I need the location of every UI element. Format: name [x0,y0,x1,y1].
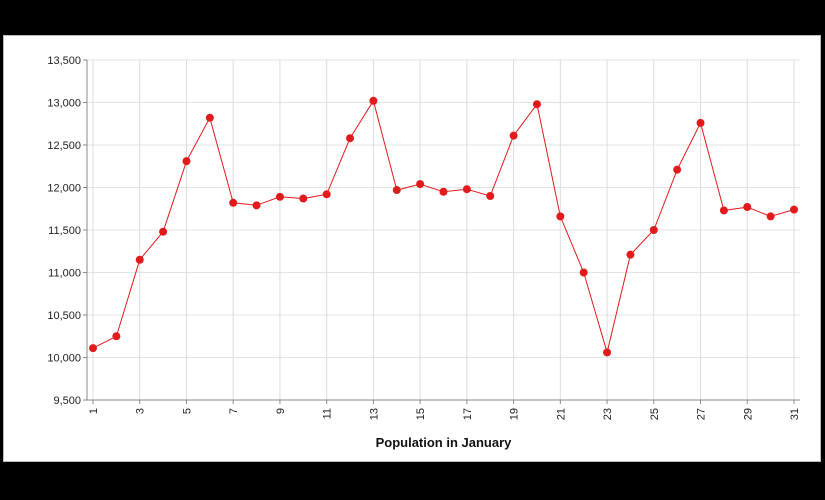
data-point [252,201,261,210]
data-point [275,192,284,201]
data-point [159,227,168,236]
data-point [766,212,775,221]
x-tick-label: 3 [135,408,147,414]
data-point [696,118,705,127]
x-tick-label: 21 [555,408,567,420]
data-point [299,194,308,203]
y-tick-label: 12,000 [47,183,81,195]
x-axis-label: Population in January [376,435,513,450]
data-point [205,113,214,122]
data-point [626,250,635,259]
x-tick-label: 13 [368,408,380,420]
line-chart: 9,500 10,000 10,500 11,000 11,500 12,000 12,50… [47,55,801,450]
x-tick-label: 1 [88,408,100,414]
data-point [416,180,425,189]
x-tick-label: 31 [789,408,801,420]
data-point [579,268,588,277]
data-point [89,344,97,353]
x-tick-label: 29 [742,408,754,420]
data-point [439,187,448,196]
data-point [462,185,471,194]
data-point [790,205,798,214]
data-point [743,203,752,212]
x-tick-label: 9 [275,408,287,414]
y-tick-label: 13,500 [47,55,81,67]
y-tick-label: 11,000 [48,268,81,280]
y-tick-label: 12,500 [47,140,81,152]
x-tick-label: 19 [509,408,521,420]
y-axis-ticks: 9,500 10,000 10,500 11,000 11,500 12,000 12,50… [47,55,87,407]
y-tick-label: 10,000 [47,353,81,365]
y-tick-label: 13,000 [47,98,81,110]
x-tick-label: 17 [462,408,474,420]
x-tick-label: 27 [696,408,708,420]
data-point [603,348,612,357]
data-point [112,332,121,341]
data-point [673,165,682,174]
data-point [532,100,541,109]
x-tick-label: 11 [322,408,334,419]
y-tick-label: 9,500 [53,395,81,407]
x-tick-label: 15 [415,408,427,420]
data-point [369,96,378,105]
data-points [89,96,798,357]
x-tick-label: 7 [228,408,240,414]
x-tick-label: 25 [649,408,661,420]
data-point [229,198,238,207]
data-point [649,226,658,234]
data-point [182,157,191,166]
x-tick-label: 23 [602,408,614,420]
data-point [346,134,355,143]
data-point [322,190,331,199]
data-point [135,255,144,264]
y-tick-label: 11,500 [48,225,81,237]
x-tick-label: 5 [181,408,193,414]
y-tick-label: 10,500 [47,310,81,322]
data-point [556,212,565,221]
data-point [719,206,728,215]
x-axis-ticks: 1 3 5 7 9 11 13 15 17 19 21 23 25 27 29 31 [88,400,801,420]
data-point [392,186,401,195]
data-point [486,192,495,200]
chart-panel: 9,500 10,000 10,500 11,000 11,500 12,000 12,50… [3,35,821,462]
data-point [509,131,518,140]
grid-lines [87,59,800,401]
